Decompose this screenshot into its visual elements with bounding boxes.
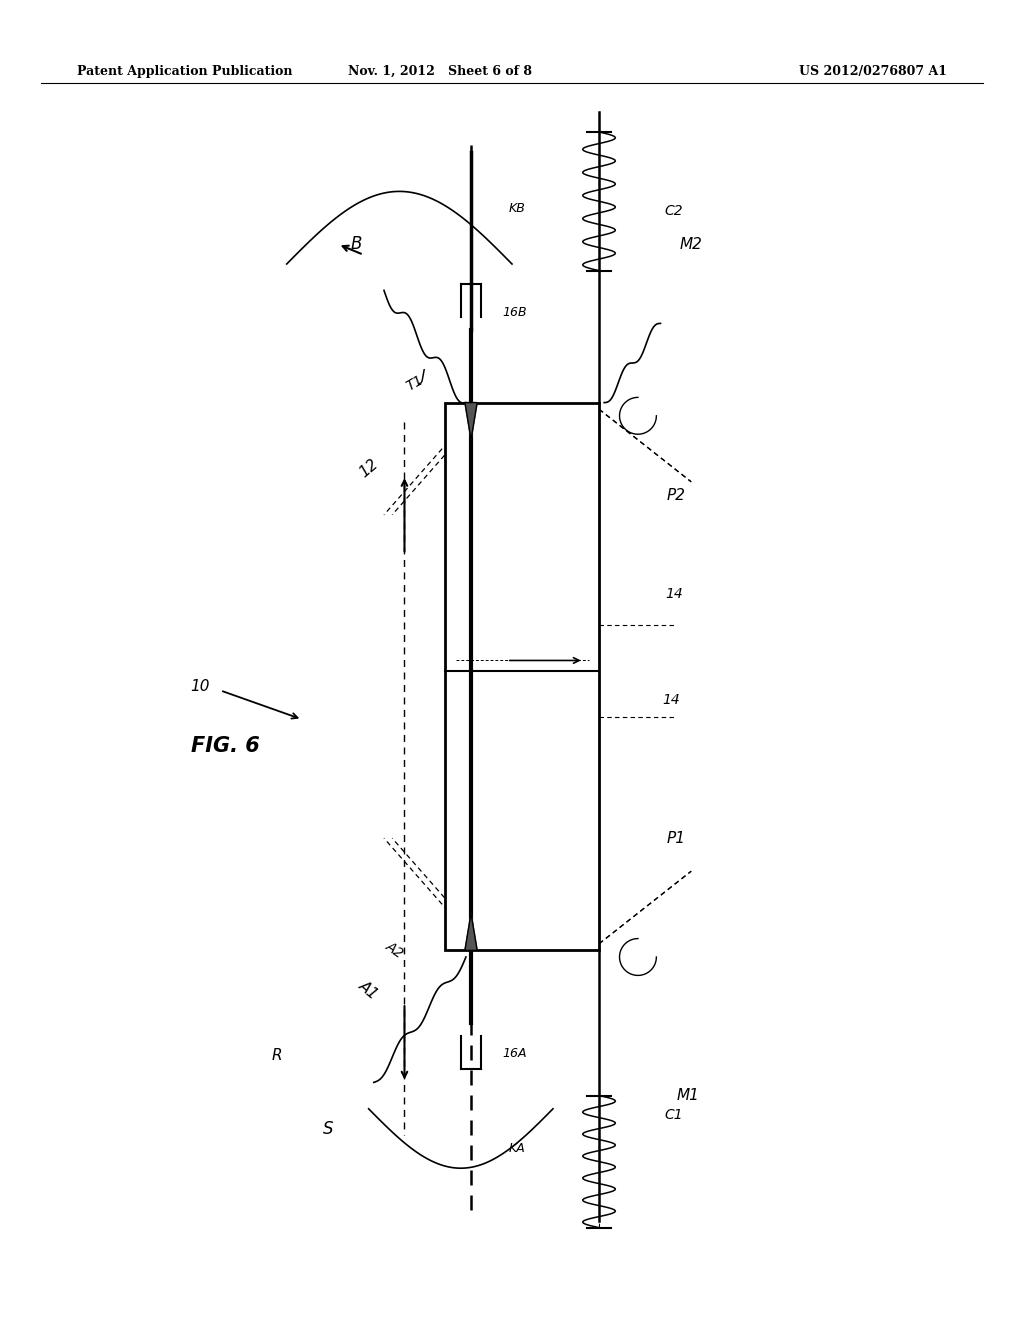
Text: KB: KB bbox=[509, 202, 525, 215]
Text: M2: M2 bbox=[680, 236, 702, 252]
Text: C2: C2 bbox=[665, 205, 683, 218]
Polygon shape bbox=[465, 913, 477, 950]
Polygon shape bbox=[465, 403, 477, 440]
Text: A2: A2 bbox=[383, 940, 406, 961]
Text: F2: F2 bbox=[493, 478, 511, 494]
Text: FIG. 6: FIG. 6 bbox=[190, 735, 260, 756]
Text: 16A: 16A bbox=[503, 1047, 527, 1060]
Text: S: S bbox=[323, 1119, 333, 1138]
Text: Nov. 1, 2012   Sheet 6 of 8: Nov. 1, 2012 Sheet 6 of 8 bbox=[348, 65, 532, 78]
Text: US 2012/0276807 A1: US 2012/0276807 A1 bbox=[799, 65, 947, 78]
Text: T1: T1 bbox=[403, 372, 426, 393]
Text: R: R bbox=[271, 1048, 282, 1064]
Text: 14: 14 bbox=[665, 587, 683, 601]
Text: C1: C1 bbox=[665, 1109, 683, 1122]
Text: P2: P2 bbox=[667, 487, 685, 503]
Text: Patent Application Publication: Patent Application Publication bbox=[77, 65, 292, 78]
Text: F1: F1 bbox=[493, 850, 511, 866]
Text: B: B bbox=[350, 235, 362, 253]
Text: 14: 14 bbox=[662, 693, 680, 706]
Text: A1: A1 bbox=[356, 978, 381, 1002]
Text: 16B: 16B bbox=[503, 306, 527, 319]
Text: J: J bbox=[421, 368, 425, 384]
FancyBboxPatch shape bbox=[445, 403, 599, 950]
Text: M1: M1 bbox=[677, 1088, 699, 1104]
Text: LH: LH bbox=[475, 643, 492, 656]
Text: P1: P1 bbox=[667, 830, 685, 846]
Text: KA: KA bbox=[509, 1142, 525, 1155]
Text: 10: 10 bbox=[189, 678, 210, 694]
Text: 12: 12 bbox=[356, 457, 381, 480]
